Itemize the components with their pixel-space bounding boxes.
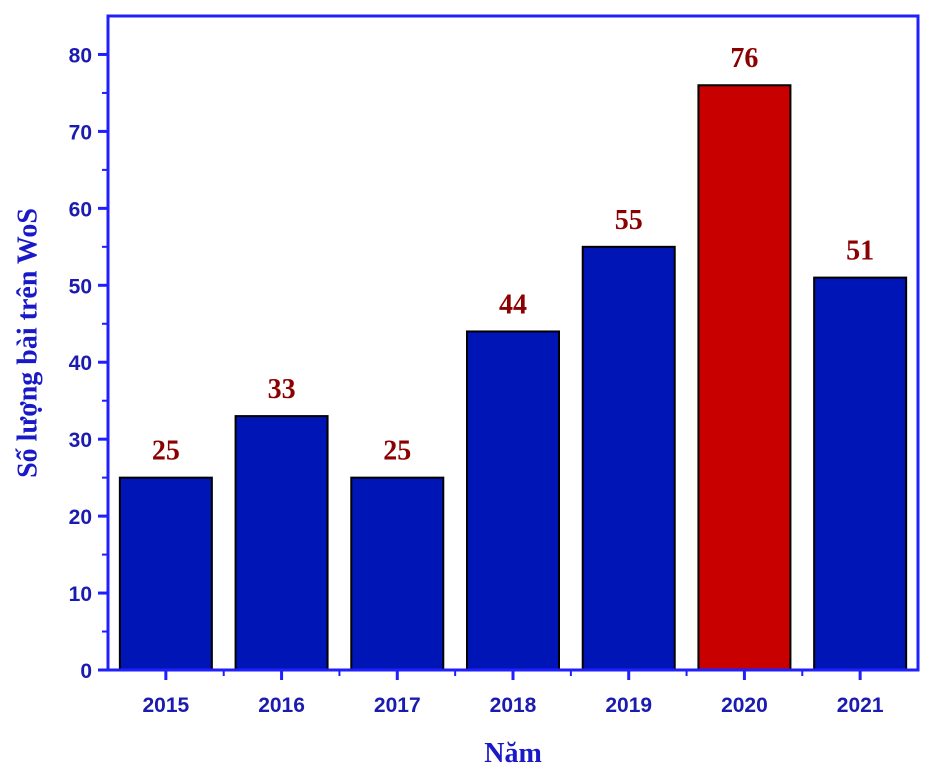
bar-2015 bbox=[118, 476, 213, 671]
bar-2017 bbox=[350, 476, 445, 671]
data-labels: 25 33 25 44 55 76 51 bbox=[152, 43, 874, 466]
data-label-2015: 25 bbox=[152, 436, 180, 467]
x-tick-label: 2016 bbox=[258, 694, 305, 717]
data-label-2017: 25 bbox=[383, 436, 411, 467]
y-axis-title: Số lượng bài trên WoS bbox=[12, 208, 43, 478]
y-tick-label: 70 bbox=[69, 121, 92, 144]
y-tick-label: 10 bbox=[69, 583, 92, 606]
y-tick-label: 60 bbox=[69, 198, 92, 221]
bar-2018 bbox=[466, 330, 560, 671]
bar-2020 bbox=[697, 84, 792, 671]
x-tick-label: 2019 bbox=[605, 694, 652, 717]
x-axis-title: Năm bbox=[484, 738, 542, 769]
x-tick-labels: 2015 2016 2017 2018 2019 2020 2021 bbox=[142, 694, 883, 717]
data-label-2018: 44 bbox=[499, 289, 527, 320]
y-tick-label: 30 bbox=[69, 429, 92, 452]
x-tick-label: 2015 bbox=[142, 694, 189, 717]
y-tick-label: 20 bbox=[69, 506, 92, 529]
x-tick-label: 2018 bbox=[490, 694, 537, 717]
x-tick-label: 2017 bbox=[374, 694, 421, 717]
y-tick-label: 50 bbox=[69, 275, 92, 298]
x-tick-label: 2021 bbox=[837, 694, 884, 717]
plot-frame bbox=[106, 14, 920, 672]
y-tick-label: 80 bbox=[69, 44, 92, 67]
bar-2019 bbox=[581, 245, 676, 672]
y-tick-labels: 0 10 20 30 40 50 60 70 80 bbox=[69, 44, 92, 683]
y-tick-label: 0 bbox=[80, 660, 92, 683]
bars bbox=[118, 84, 908, 672]
data-label-2020: 76 bbox=[730, 43, 758, 74]
y-tick-label: 40 bbox=[69, 352, 92, 375]
x-tick-label: 2020 bbox=[721, 694, 768, 717]
bar-2016 bbox=[234, 415, 329, 671]
data-label-2021: 51 bbox=[846, 236, 874, 267]
data-label-2016: 33 bbox=[268, 374, 296, 405]
bar-2021 bbox=[813, 276, 908, 671]
data-label-2019: 55 bbox=[615, 205, 643, 236]
